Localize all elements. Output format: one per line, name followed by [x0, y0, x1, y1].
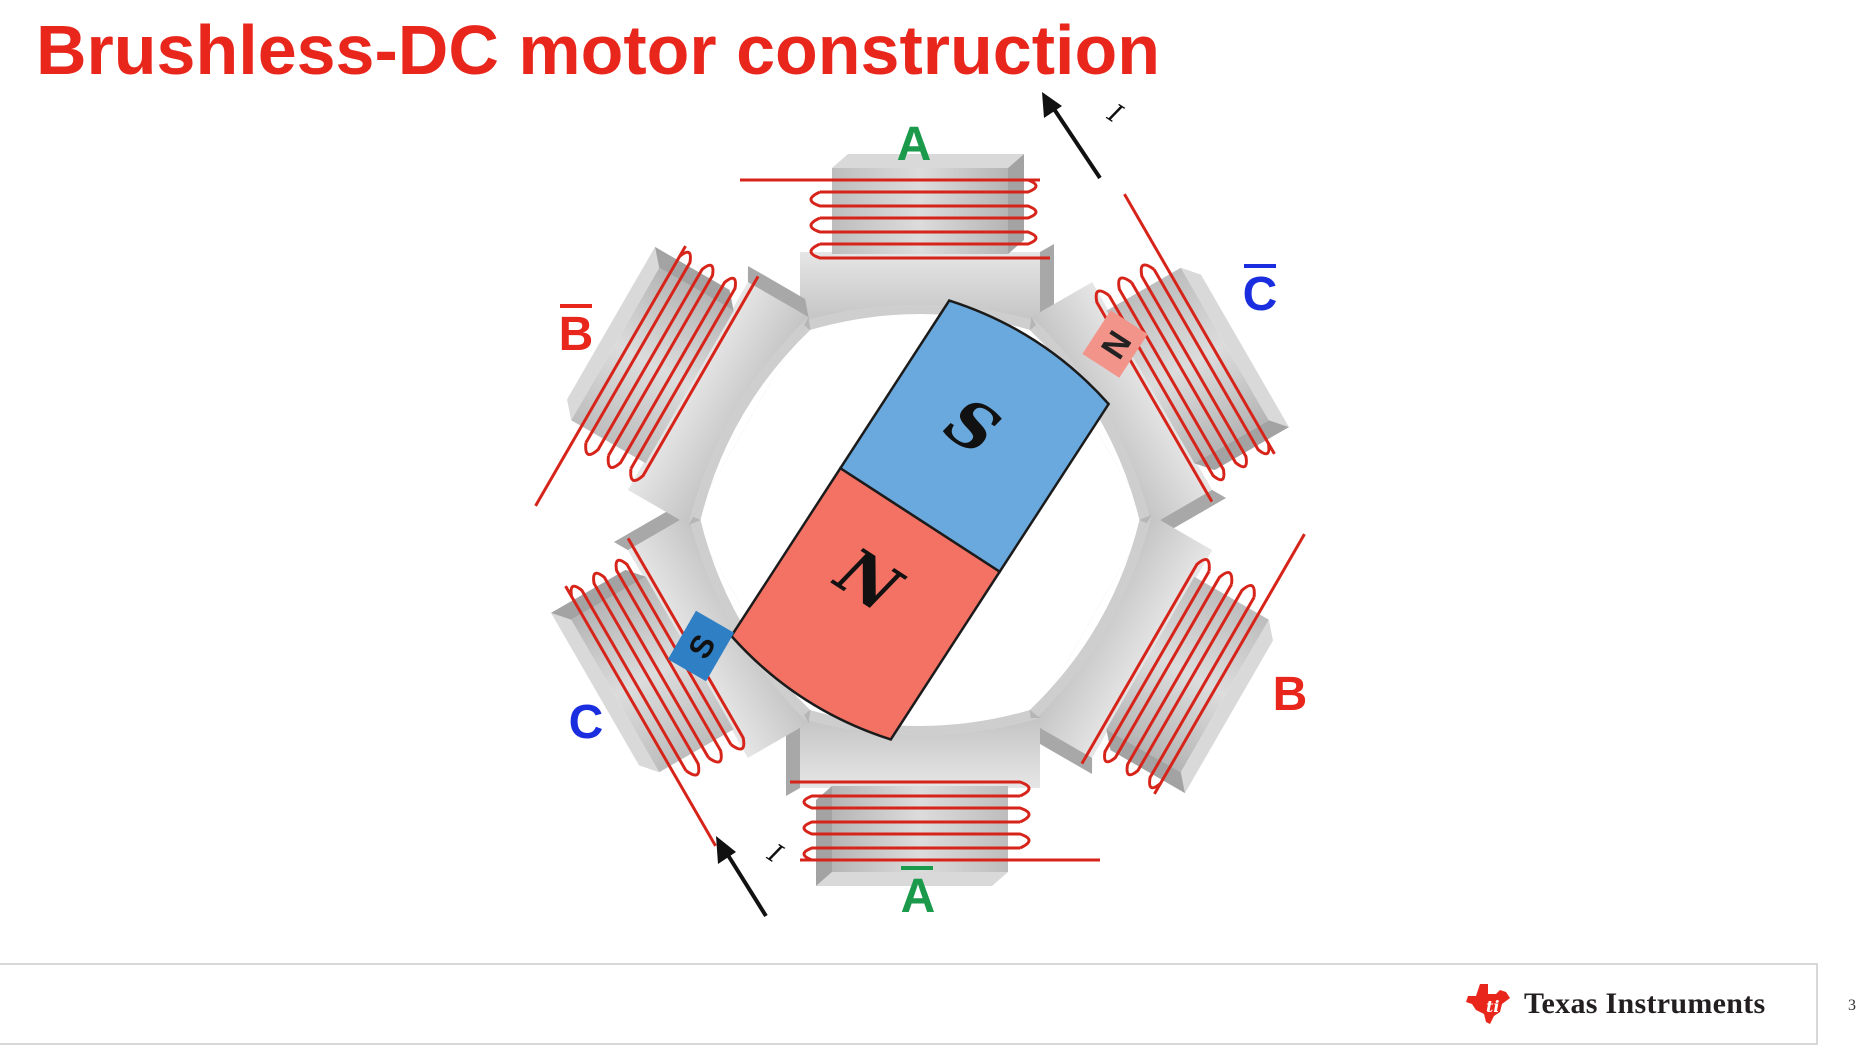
phase-c-label: C [569, 696, 604, 749]
current-top-label: I [1101, 98, 1127, 130]
phase-b-bar-label: B [559, 308, 594, 361]
phase-a-label: A [897, 118, 932, 171]
current-bottom-label: I [761, 838, 787, 870]
company-name: Texas Instruments [1524, 987, 1766, 1020]
rotor-north-half [729, 466, 1002, 741]
phase-c-bar-label: C [1243, 268, 1278, 321]
current-arrow-bottom [716, 836, 768, 918]
texas-instruments-logo: ti Texas Instruments [1466, 982, 1766, 1026]
stator-south-pole [667, 610, 735, 682]
phase-a-bar-label: A [901, 870, 936, 923]
stator-north-pole [1082, 310, 1148, 378]
rotor-south-half [838, 299, 1111, 574]
bldc-motor-diagram: N S S N A A B B C C I I [511, 92, 1329, 923]
current-arrow-top [1042, 92, 1102, 180]
page-number: 3 [1848, 997, 1856, 1014]
svg-text:ti: ti [1486, 997, 1499, 1016]
ti-state-icon: ti [1466, 984, 1510, 1024]
footer-bar [0, 963, 1818, 1045]
slide-title: Brushless-DC motor construction [36, 11, 1160, 89]
phase-b-label: B [1273, 668, 1308, 721]
